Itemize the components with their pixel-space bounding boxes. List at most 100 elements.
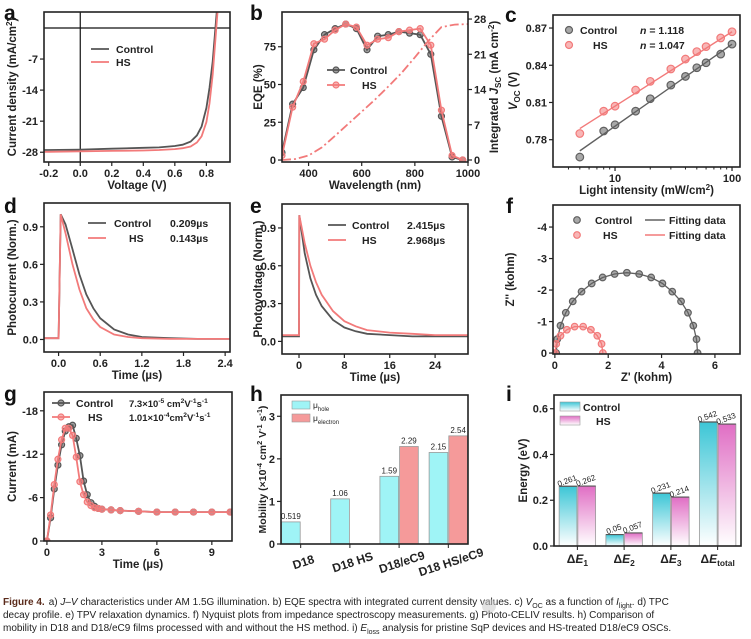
axes-frame (553, 394, 742, 547)
data-point (598, 349, 607, 354)
legend-swatch-icon (559, 401, 581, 412)
panel-d: d 0.0 0.6 1.2 1.8 2.4 0.0 0.3 0.6 0.9 Time (µs) Pho… (4, 195, 234, 382)
lifetime-label: 0.209µs (170, 218, 208, 230)
category-label: D18 (291, 552, 317, 572)
y-axis-label: Current (mA) (7, 431, 19, 502)
panel-letter: e (250, 195, 262, 218)
data-point (342, 20, 350, 28)
y-tick-label: 50 (264, 80, 276, 92)
panel-letter: h (250, 383, 263, 406)
x-tick-label: 9 (209, 547, 215, 559)
y-tick-label: -3 (537, 254, 547, 266)
data-point (171, 508, 179, 516)
data-point (647, 273, 656, 282)
plot-area (44, 12, 230, 162)
y-tick-label: 0 (269, 539, 275, 551)
y-tick-label: 0.9 (23, 222, 38, 234)
data-point (701, 42, 711, 52)
x-tick-label: 0.6 (167, 168, 182, 180)
data-point (692, 47, 702, 57)
data-point (54, 455, 62, 463)
y-tick-label: 3 (269, 411, 275, 423)
y-tick-label: 0.9 (261, 223, 276, 235)
legend-label: HS (362, 235, 377, 247)
y-tick-label: -1 (537, 317, 547, 329)
y-tick-label: 1 (269, 496, 275, 508)
x-tick-label: -0.2 (39, 168, 58, 180)
bar-value-label: 1.06 (332, 489, 348, 498)
data-point (98, 505, 106, 513)
x-tick-label: 0 (552, 360, 558, 372)
data-point (116, 507, 124, 515)
caption-line-2: decay profile. e) TPV relaxation dynamic… (3, 610, 655, 621)
data-point (65, 424, 73, 432)
bar (379, 475, 400, 544)
x-tick-label: 600 (353, 168, 371, 180)
legend-marker-icon (573, 231, 581, 239)
category-label: ΔE2 (613, 552, 635, 568)
bar-value-label: 1.59 (381, 466, 397, 475)
y-tick-label: 25 (264, 117, 276, 129)
panel-letter: f (506, 195, 514, 218)
data-point (693, 349, 702, 354)
data-point (320, 35, 329, 43)
plot-area (44, 421, 232, 541)
figure-caption: Figure 4. a) J–V characteristics under AM… (3, 596, 749, 636)
legend-swatch-icon (291, 400, 311, 410)
x-tick-label: 10 (609, 173, 621, 185)
bar (717, 423, 737, 546)
x-tick-label: 2 (605, 360, 611, 372)
data-point (610, 101, 620, 111)
y-tick-label: 0.3 (261, 299, 276, 311)
data-point (556, 321, 565, 330)
x-tick-label: 0.2 (104, 168, 119, 180)
y-tick-label: 0.87 (526, 23, 547, 35)
y-axis-label: Photocurrent (Norm.) (7, 219, 19, 335)
lifetime-label: 0.143µs (170, 233, 208, 245)
data-point (684, 308, 692, 317)
legend-label: HS (88, 412, 103, 424)
x-tick-label: 6 (154, 547, 160, 559)
panel-letter: g (4, 383, 17, 406)
plot-area (282, 215, 468, 338)
bar (698, 421, 718, 546)
bar (428, 452, 449, 544)
y-tick-label: -18 (22, 406, 38, 418)
data-point (395, 28, 403, 36)
data-point (677, 297, 685, 306)
x-tick-label: 0.0 (51, 358, 66, 370)
data-point (586, 325, 595, 334)
data-point (76, 478, 84, 486)
plot-area (553, 268, 702, 354)
x-tick-label: 3 (99, 547, 105, 559)
x-axis-label: Voltage (V) (107, 180, 166, 192)
data-point (727, 27, 737, 37)
category-label: D18 HS (331, 549, 375, 575)
data-point (631, 85, 641, 95)
axes-frame (43, 11, 231, 163)
legend-label: HS (362, 80, 377, 92)
data-point (598, 273, 607, 282)
data-point (681, 54, 690, 64)
x-tick-label: 24 (429, 360, 442, 372)
y-tick-label: 0.6 (261, 261, 276, 273)
x-tick-label: 0.4 (136, 168, 152, 180)
legend-marker-icon (564, 40, 574, 50)
data-point (593, 331, 602, 340)
data-point (631, 106, 641, 116)
y-tick-label: 0.4 (533, 449, 549, 461)
data-point (437, 106, 446, 114)
plot-area (44, 213, 230, 340)
plot-area (282, 20, 468, 162)
bar (670, 496, 690, 546)
y-tick-label: 0 (541, 348, 547, 360)
data-point (716, 49, 726, 59)
data-point (645, 76, 655, 86)
data-point (561, 308, 570, 317)
data-point (666, 80, 676, 90)
legend: Control Fitting data HS Fitting data (573, 215, 726, 242)
data-point (597, 340, 606, 348)
